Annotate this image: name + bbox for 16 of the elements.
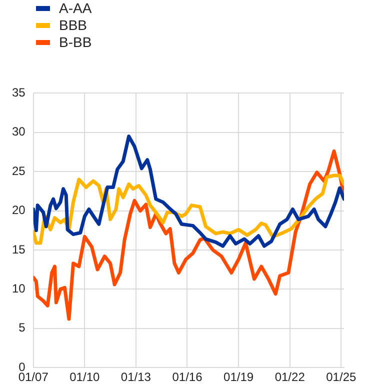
x-tick-label: 01/22 [274, 370, 306, 384]
y-tick-label: 35 [12, 86, 26, 100]
y-tick-label: 20 [12, 203, 26, 218]
x-tick-label: 01/16 [172, 370, 203, 384]
legend-label: BBB [59, 17, 88, 34]
y-tick-label: 15 [12, 242, 26, 256]
x-tick-label: 01/19 [224, 370, 254, 384]
legend-label: B-BB [59, 34, 92, 51]
y-tick-label: 25 [12, 164, 26, 178]
y-tick-label: 10 [12, 282, 26, 296]
y-tick-label: 5 [18, 320, 26, 335]
y-tick-label: 30 [12, 124, 26, 139]
x-tick-label: 01/13 [120, 370, 152, 384]
x-tick-label: 01/10 [70, 370, 100, 384]
legend-label: A-AA [59, 0, 92, 17]
x-tick-label: 01/25 [326, 370, 356, 384]
